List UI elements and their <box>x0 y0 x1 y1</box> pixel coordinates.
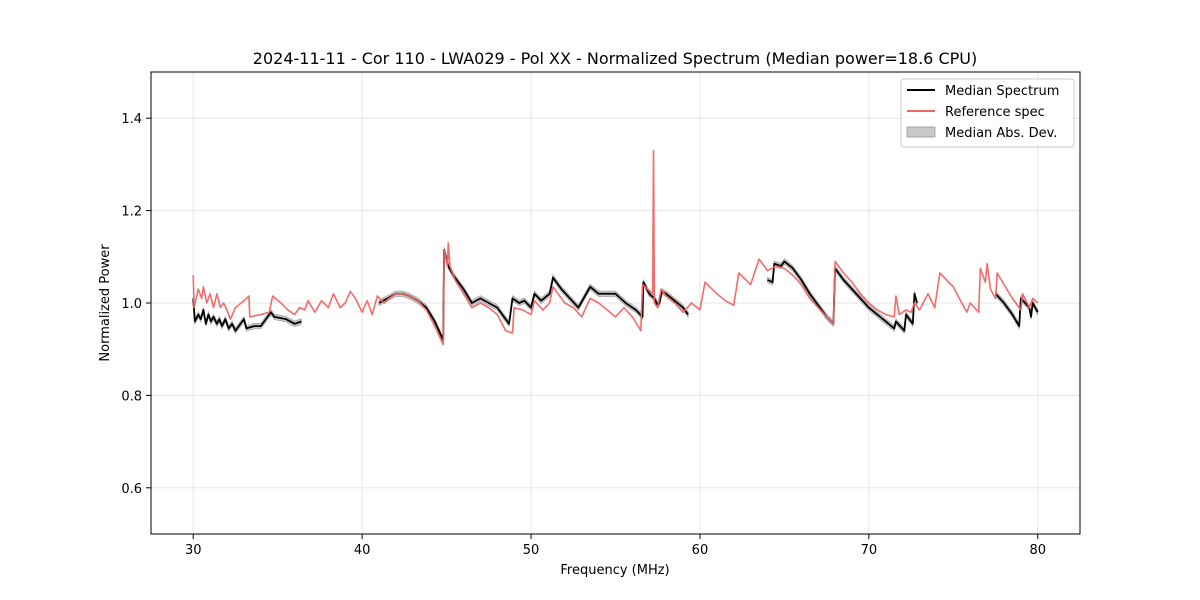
y-tick-label: 1.4 <box>121 112 142 127</box>
legend-box <box>900 78 1075 148</box>
median-spectrum-line <box>192 298 302 332</box>
x-tick-label: 70 <box>861 543 878 558</box>
x-tick-label: 40 <box>354 543 371 558</box>
y-tick-label: 0.8 <box>121 389 142 404</box>
reference-spectrum-line <box>192 149 1039 346</box>
median-spectrum-line <box>767 260 918 332</box>
x-tick-label: 50 <box>523 543 540 558</box>
legend-mad-swatch <box>906 126 936 138</box>
x-tick-label: 80 <box>1029 543 1046 558</box>
chart-title: 2024-11-11 - Cor 110 - LWA029 - Pol XX -… <box>253 49 977 68</box>
legend-median-label: Median Spectrum <box>945 84 1059 99</box>
legend-mad-label: Median Abs. Dev. <box>945 126 1057 141</box>
median-spectrum-line <box>994 293 1039 328</box>
legend-reference-label: Reference spec <box>945 105 1045 120</box>
y-tick-label: 0.6 <box>121 482 142 497</box>
x-axis-ticks: 30 40 50 60 70 80 <box>185 534 1046 558</box>
x-axis-label: Frequency (MHz) <box>560 563 669 578</box>
y-tick-label: 1.2 <box>121 205 142 220</box>
x-tick-label: 30 <box>185 543 202 558</box>
y-axis-ticks: 0.6 0.8 1.0 1.2 1.4 <box>121 112 151 497</box>
median-spectrum-line <box>378 248 689 341</box>
series-layer <box>192 149 1039 346</box>
y-tick-label: 1.0 <box>121 297 142 312</box>
y-axis-label: Normalized Power <box>98 244 113 362</box>
legend: Median Spectrum Reference spec Median Ab… <box>900 78 1075 148</box>
x-tick-label: 60 <box>692 543 709 558</box>
